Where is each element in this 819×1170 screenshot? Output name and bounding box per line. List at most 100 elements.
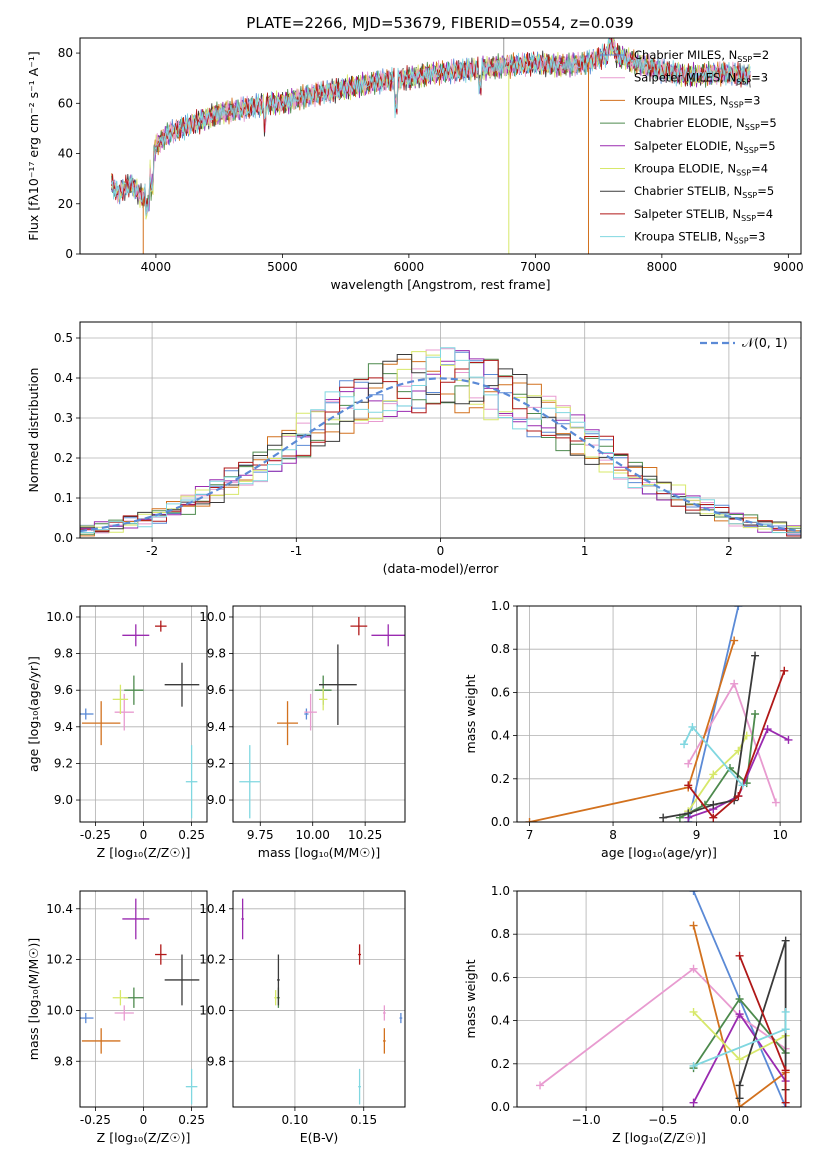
weight-marker (735, 1055, 744, 1064)
weight-marker (689, 1098, 698, 1107)
weight-marker (771, 798, 780, 807)
weight-vs-z-panel: −1.0 −0.5 0.0 0.0 0.2 0.4 0.6 0.8 1.0 Z [log₁₀(Z/… (463, 884, 802, 1145)
weight-marker (781, 1007, 790, 1016)
y-tick-label: 0.8 (491, 927, 510, 941)
weight-marker (536, 1081, 545, 1090)
x-tick-label: 8000 (647, 260, 678, 274)
weight-marker (709, 800, 718, 809)
weight-marker (730, 636, 739, 645)
legend-sub: SSP (734, 237, 749, 246)
y-tick-label: 0.2 (54, 451, 73, 465)
y-tick-label: 0.3 (54, 411, 73, 425)
histogram-step-7 (80, 359, 801, 537)
legend-value: =2 (752, 48, 769, 62)
legend-sub: SSP (742, 191, 757, 200)
x-axis-label: mass [log₁₀(M/M☉)] (258, 845, 380, 860)
plot-area (80, 347, 801, 537)
y-tick-label: 9.8 (54, 647, 73, 661)
age-vs-z-panel: -0.25 0 0.25 9.0 9.2 9.4 9.6 9.8 10.0 Z [log₁₀(Z/… (26, 605, 208, 860)
spectrum-line-8 (111, 38, 751, 216)
weight-marker (735, 1010, 744, 1019)
y-tick-label: 0.1 (54, 491, 73, 505)
legend-value: =5 (757, 184, 774, 198)
axis-frame (79, 37, 802, 255)
chart-layer: 4000 5000 6000 7000 8000 9000020406080wavelen… (26, 37, 804, 1145)
legend-sub: SSP (737, 55, 752, 64)
weight-marker (784, 735, 793, 744)
y-tick-label: 9.4 (207, 720, 226, 734)
y-tick-label: 0 (65, 247, 73, 261)
histogram-step-4 (80, 350, 801, 533)
weight-marker (689, 964, 698, 973)
y-tick-label: 9.2 (207, 756, 226, 770)
legend-sub: SSP (744, 146, 759, 155)
y-tick-label: 10.0 (46, 1003, 73, 1017)
y-tick-label: 9.6 (54, 683, 73, 697)
x-tick-label: −1.0 (572, 1113, 601, 1127)
y-tick-label: 60 (58, 96, 73, 110)
x-tick-label: -1 (290, 544, 302, 558)
weight-marker (689, 1061, 698, 1070)
legend-value: =5 (759, 139, 776, 153)
plot-area (80, 898, 200, 1105)
x-tick-label: 0.15 (350, 1113, 377, 1127)
age-vs-mass-panel: 9.75 10.00 10.25 9.0 9.2 9.4 9.6 9.8 10.0 mass [l… (199, 605, 406, 860)
x-tick-label: 0.25 (178, 1113, 205, 1127)
y-tick-label: 10.4 (46, 902, 73, 916)
x-tick-label: 1 (581, 544, 589, 558)
legend-value: =3 (744, 93, 761, 107)
legend-sub: SSP (736, 78, 751, 87)
y-tick-label: 0.5 (54, 331, 73, 345)
weight-marker (709, 770, 718, 779)
legend-label: Salpeter ELODIE, NSSP=5 (634, 139, 776, 155)
weight-marker (780, 666, 789, 675)
legend-label: 𝒩(0, 1) (742, 335, 788, 350)
legend-label: Kroupa MILES, NSSP=3 (634, 93, 760, 109)
x-tick-label: 9000 (773, 260, 804, 274)
axis-frame (79, 605, 208, 823)
legend-value: =4 (751, 162, 768, 176)
axis-frame (79, 890, 208, 1108)
y-tick-label: 9.0 (54, 793, 73, 807)
y-tick-label: 10.2 (199, 953, 226, 967)
weight-marker (525, 818, 534, 822)
weight-marker (738, 781, 747, 790)
y-tick-label: 0.0 (491, 815, 510, 829)
y-tick-label: 0.4 (491, 729, 510, 743)
y-tick-label: 1.0 (491, 884, 510, 898)
weight-marker (763, 725, 772, 734)
weight-line-2 (692, 925, 787, 1107)
y-tick-label: 9.8 (207, 647, 226, 661)
weight-vs-age-panel: 7 8 9 10 0.0 0.2 0.4 0.6 0.8 1.0 age [log₁₀(age/yr… (463, 599, 802, 860)
x-tick-label: 4000 (141, 260, 172, 274)
y-tick-label: 0.2 (491, 772, 510, 786)
x-tick-label: 0 (140, 828, 148, 842)
y-tick-label: 9.8 (207, 1054, 226, 1068)
y-axis-label: age [log₁₀(age/yr)] (26, 656, 41, 772)
legend: Chabrier MILES, NSSP=2 Salpeter MILES, NS… (600, 48, 777, 246)
legend-label: Chabrier MILES, NSSP=2 (634, 48, 769, 64)
axis-frame (516, 605, 802, 823)
mass-vs-ebv-panel: 0.10 0.15 9.8 10.0 10.2 10.4 E(B-V) (199, 890, 406, 1145)
y-tick-label: 0.0 (491, 1100, 510, 1114)
histogram-step-5 (80, 351, 801, 533)
weight-line-6 (663, 655, 756, 819)
y-axis-label: mass weight (463, 959, 478, 1038)
plot-area (80, 620, 200, 819)
x-tick-label: 6000 (394, 260, 425, 274)
y-tick-label: 9.8 (54, 1054, 73, 1068)
y-tick-label: 20 (58, 197, 73, 211)
figure-title: PLATE=2266, MJD=53679, FIBERID=0554, z=0… (246, 14, 633, 32)
legend-sub: SSP (729, 100, 744, 109)
x-tick-label: -2 (146, 544, 158, 558)
legend-sub: SSP (736, 169, 751, 178)
y-tick-label: 0.2 (491, 1057, 510, 1071)
x-axis-label: age [log₁₀(age/yr)] (601, 845, 717, 860)
y-tick-label: 0.8 (491, 642, 510, 656)
x-tick-label: 9 (693, 828, 701, 842)
y-tick-label: 9.6 (207, 683, 226, 697)
weight-marker (689, 891, 698, 895)
weight-marker (688, 722, 697, 731)
weight-marker (689, 921, 698, 930)
y-tick-label: 9.0 (207, 793, 226, 807)
